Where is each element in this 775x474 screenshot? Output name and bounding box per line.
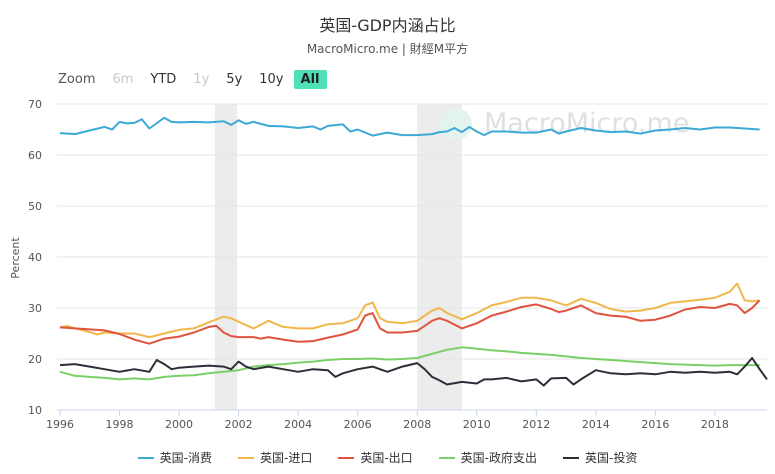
x-tick-label: 1998 [106, 418, 134, 431]
x-tick-label: 2002 [225, 418, 253, 431]
x-tick-label: 1996 [46, 418, 74, 431]
range-button-10y[interactable]: 10y [259, 71, 284, 87]
legend-label-consumption: 英国-消费 [159, 451, 212, 465]
zoom-label: Zoom [58, 71, 96, 87]
y-tick-label: 10 [28, 404, 42, 417]
y-tick-label: 30 [28, 302, 42, 315]
x-tick-label: 2012 [522, 418, 550, 431]
watermark-text: MacroMicro.me [484, 108, 689, 139]
legend-swatch-investment [563, 456, 580, 459]
y-tick-label: 40 [28, 251, 42, 264]
x-tick-label: 2010 [463, 418, 491, 431]
series-line-consumption [59, 116, 760, 137]
legend-label-imports: 英国-进口 [259, 451, 313, 465]
legend-item-consumption[interactable]: 英国-消费 [137, 449, 212, 466]
y-tick-label: 20 [28, 353, 42, 366]
y-tick-label: 60 [28, 149, 42, 162]
y-axis-label: Percent [9, 237, 22, 279]
legend-item-government[interactable]: 英国-政府支出 [438, 449, 538, 466]
x-tick-label: 2016 [641, 418, 669, 431]
series-line-exports [59, 299, 761, 345]
x-tick-label: 2018 [701, 418, 729, 431]
legend-item-exports[interactable]: 英国-出口 [338, 449, 413, 466]
legend-label-investment: 英国-投资 [585, 451, 638, 465]
range-button-ytd[interactable]: YTD [150, 71, 177, 87]
legend-item-imports[interactable]: 英国-进口 [237, 449, 313, 466]
line-chart: MacroMicro.me 10 20 30 40 50 60 70 1996 1998 200… [9, 98, 768, 431]
legend: 英国-消费 英国-进口 英国-出口 英国-政府支出 英国-投资 [0, 449, 775, 466]
range-button-5y[interactable]: 5y [226, 71, 243, 87]
legend-swatch-imports [237, 456, 254, 459]
range-button-6m[interactable]: 6m [112, 71, 134, 87]
legend-swatch-consumption [137, 456, 154, 459]
legend-swatch-government [438, 456, 455, 459]
y-tick-label: 50 [28, 200, 42, 213]
legend-label-exports: 英国-出口 [360, 451, 413, 465]
legend-label-government: 英国-政府支出 [460, 451, 538, 465]
x-tick-label: 2008 [403, 418, 431, 431]
legend-swatch-exports [338, 456, 355, 459]
watermark-logo-icon [440, 108, 472, 140]
chart-subtitle: MacroMicro.me | 財經M平方 [306, 42, 469, 56]
chart-title: 英国-GDP内涵占比 [319, 16, 456, 35]
watermark: MacroMicro.me [440, 108, 689, 140]
x-tick-label: 2004 [284, 418, 312, 431]
range-button-1y[interactable]: 1y [193, 71, 210, 87]
series-line-government [59, 346, 760, 381]
y-tick-label: 70 [28, 98, 42, 111]
x-tick-label: 2014 [582, 418, 610, 431]
range-selector: Zoom 6m YTD 1y 5y 10y All [58, 68, 330, 90]
x-tick-label: 2000 [165, 418, 193, 431]
legend-item-investment[interactable]: 英国-投资 [563, 449, 637, 466]
series-line-investment [59, 357, 768, 387]
series-line-imports [59, 282, 760, 339]
range-button-all[interactable]: All [293, 69, 327, 89]
x-tick-label: 2006 [344, 418, 372, 431]
